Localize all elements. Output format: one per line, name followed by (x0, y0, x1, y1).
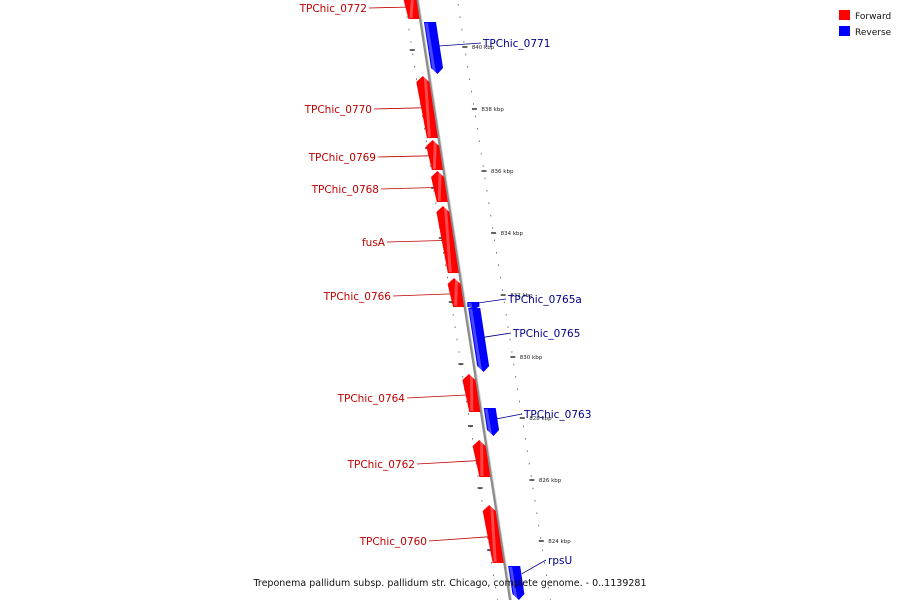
gene-feature-shine (469, 375, 474, 411)
gene-label: TPChic_0772 (299, 3, 367, 15)
gene-feature-shine (424, 23, 437, 73)
gene-leader-line (392, 293, 451, 297)
tick-label: 838 kbp (481, 107, 504, 113)
gene-feature-shine (490, 506, 497, 562)
gene-feature-arrow (508, 566, 525, 600)
tick-label: 826 kbp (539, 478, 562, 484)
gene-tpchic-0771: TPChic_0771 (423, 22, 550, 74)
tick-label: 832 kbp (510, 293, 533, 299)
gene-label: TPChic_0764 (337, 393, 406, 405)
genome-backbone (416, 0, 512, 600)
gene-feature-arrow (447, 278, 465, 307)
gene-tpchic-0769: TPChic_0769 (308, 140, 443, 170)
gene-feature-arrow (431, 171, 448, 202)
gene-feature-shine (432, 141, 437, 169)
gene-label: TPChic_0760 (359, 536, 427, 548)
gene-leader-line (428, 536, 489, 542)
gene-label: TPChic_0770 (304, 104, 372, 116)
gene-leader-line (373, 107, 423, 110)
gene-label: TPChic_0771 (482, 38, 550, 50)
gene-tpchic-0764: TPChic_0764 (337, 374, 481, 412)
legend-label-reverse: Reverse (855, 28, 892, 38)
gene-feature-shine (454, 279, 459, 306)
gene-tpchic-0766: TPChic_0766 (323, 278, 465, 307)
gene-feature-arrow (483, 408, 500, 436)
gene-tpchic-0762: TPChic_0762 (347, 440, 491, 477)
gene-label: TPChic_0769 (308, 152, 376, 164)
gene-leader-line (380, 187, 435, 190)
genome-caption: Treponema pallidum subsp. pallidum str. … (253, 578, 647, 589)
gene-leader-line (386, 240, 443, 243)
gene-label: rpsU (548, 555, 572, 567)
gene-feature-shine (409, 0, 414, 18)
gene-feature-arrow (482, 505, 504, 563)
gene-feature-shine (443, 207, 452, 272)
gene-leader-line (406, 394, 467, 399)
gene-label: TPChic_0762 (347, 459, 415, 471)
gene-feature-arrow (468, 308, 490, 372)
gene-feature-shine (509, 567, 518, 599)
gene-feature-shine (423, 77, 431, 137)
tick-label: 824 kbp (548, 539, 571, 545)
gene-tpchic-0765: TPChic_0765 (468, 308, 580, 372)
gene-label: fusA (362, 237, 386, 249)
gene-label: TPChic_0763 (523, 409, 591, 421)
gene-leader-line (521, 559, 547, 575)
tick-label: 836 kbp (491, 169, 514, 175)
tick-label: 828 kbp (529, 416, 552, 422)
legend: Forward Reverse (839, 10, 892, 38)
gene-leader-line (368, 6, 407, 9)
gene-label: TPChic_0768 (311, 184, 379, 196)
gene-feature-shine (484, 409, 493, 435)
gene-label: TPChic_0765 (512, 328, 580, 340)
gene-feature-shine (468, 303, 473, 308)
gene-feature-arrow (462, 374, 481, 412)
gene-leader-line (377, 155, 430, 158)
tick-label: 840 kbp (472, 45, 495, 51)
gene-leader-line (478, 298, 507, 304)
gene-feature-arrow (423, 22, 444, 74)
gene-label: TPChic_0766 (323, 291, 392, 303)
legend-swatch-reverse (839, 26, 850, 36)
gene-feature-arrow (426, 140, 443, 170)
gene-tpchic-0770: TPChic_0770 (304, 76, 438, 138)
gene-leader-line (484, 332, 512, 338)
gene-fusa: fusA (362, 206, 459, 273)
legend-label-forward: Forward (855, 12, 891, 22)
tick-label: 830 kbp (520, 355, 543, 361)
gene-tpchic-0760: TPChic_0760 (359, 505, 504, 563)
gene-leader-line (416, 460, 477, 465)
gene-leader-line (438, 42, 482, 47)
gene-feature-arrow (436, 206, 459, 273)
gene-leader-line (496, 413, 523, 420)
gene-feature-shine (437, 172, 442, 201)
gene-feature-arrow (403, 0, 420, 19)
gene-feature-arrow (416, 76, 438, 138)
gene-tpchic-0772: TPChic_0772 (299, 0, 420, 19)
legend-swatch-forward (839, 10, 850, 20)
gene-tpchic-0765a: TPChic_0765a (467, 294, 582, 309)
gene-rpsu: rpsU (508, 555, 572, 600)
genome-backbone-highlight (418, 0, 513, 600)
tick-label: 834 kbp (501, 231, 524, 237)
gene-tpchic-0763: TPChic_0763 (483, 408, 591, 436)
gene-label: TPChic_0765a (507, 294, 582, 306)
gene-tpchic-0768: TPChic_0768 (311, 171, 448, 202)
gene-feature-arrow (472, 440, 491, 477)
gene-feature-shine (469, 309, 483, 371)
gene-feature-arrow (467, 302, 480, 309)
gene-feature-shine (480, 441, 484, 476)
gene-features: TPChic_0772 TPChic_0771 TPChic_0770 TPChic_… (299, 0, 591, 600)
